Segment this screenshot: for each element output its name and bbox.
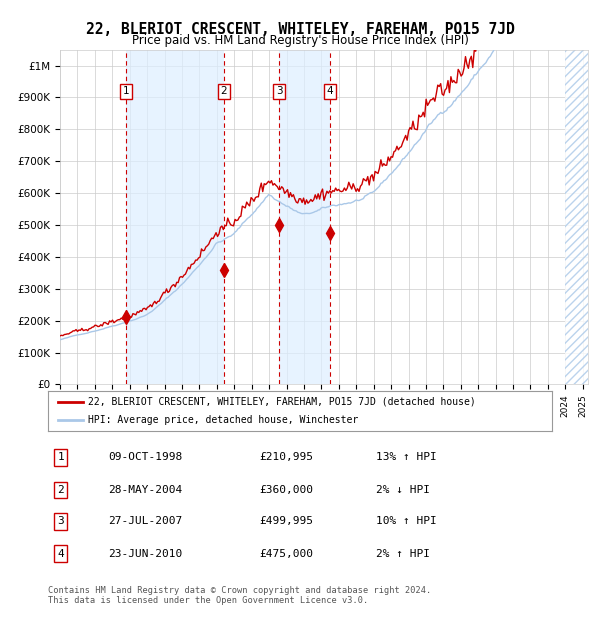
Text: £360,000: £360,000 bbox=[260, 485, 314, 495]
Text: 27-JUL-2007: 27-JUL-2007 bbox=[109, 516, 183, 526]
Bar bbox=[565, 50, 588, 384]
Text: 22, BLERIOT CRESCENT, WHITELEY, FAREHAM, PO15 7JD (detached house): 22, BLERIOT CRESCENT, WHITELEY, FAREHAM,… bbox=[88, 397, 476, 407]
Text: 4: 4 bbox=[326, 86, 333, 97]
Text: 10% ↑ HPI: 10% ↑ HPI bbox=[376, 516, 436, 526]
Text: £475,000: £475,000 bbox=[260, 549, 314, 559]
Text: Price paid vs. HM Land Registry's House Price Index (HPI): Price paid vs. HM Land Registry's House … bbox=[131, 34, 469, 47]
Text: 1: 1 bbox=[57, 453, 64, 463]
Text: 2: 2 bbox=[221, 86, 227, 97]
Text: 2% ↓ HPI: 2% ↓ HPI bbox=[376, 485, 430, 495]
Text: 4: 4 bbox=[57, 549, 64, 559]
Bar bbox=[125, 50, 224, 384]
Text: 28-MAY-2004: 28-MAY-2004 bbox=[109, 485, 183, 495]
Text: 2: 2 bbox=[57, 485, 64, 495]
Text: HPI: Average price, detached house, Winchester: HPI: Average price, detached house, Winc… bbox=[88, 415, 359, 425]
Text: Contains HM Land Registry data © Crown copyright and database right 2024.
This d: Contains HM Land Registry data © Crown c… bbox=[48, 586, 431, 605]
Text: 2% ↑ HPI: 2% ↑ HPI bbox=[376, 549, 430, 559]
Text: 1: 1 bbox=[122, 86, 129, 97]
Text: 3: 3 bbox=[57, 516, 64, 526]
Text: 09-OCT-1998: 09-OCT-1998 bbox=[109, 453, 183, 463]
Text: 13% ↑ HPI: 13% ↑ HPI bbox=[376, 453, 436, 463]
Text: £210,995: £210,995 bbox=[260, 453, 314, 463]
Text: 3: 3 bbox=[276, 86, 283, 97]
Bar bbox=[279, 50, 330, 384]
Text: £499,995: £499,995 bbox=[260, 516, 314, 526]
Text: 22, BLERIOT CRESCENT, WHITELEY, FAREHAM, PO15 7JD: 22, BLERIOT CRESCENT, WHITELEY, FAREHAM,… bbox=[86, 22, 514, 37]
Text: 23-JUN-2010: 23-JUN-2010 bbox=[109, 549, 183, 559]
